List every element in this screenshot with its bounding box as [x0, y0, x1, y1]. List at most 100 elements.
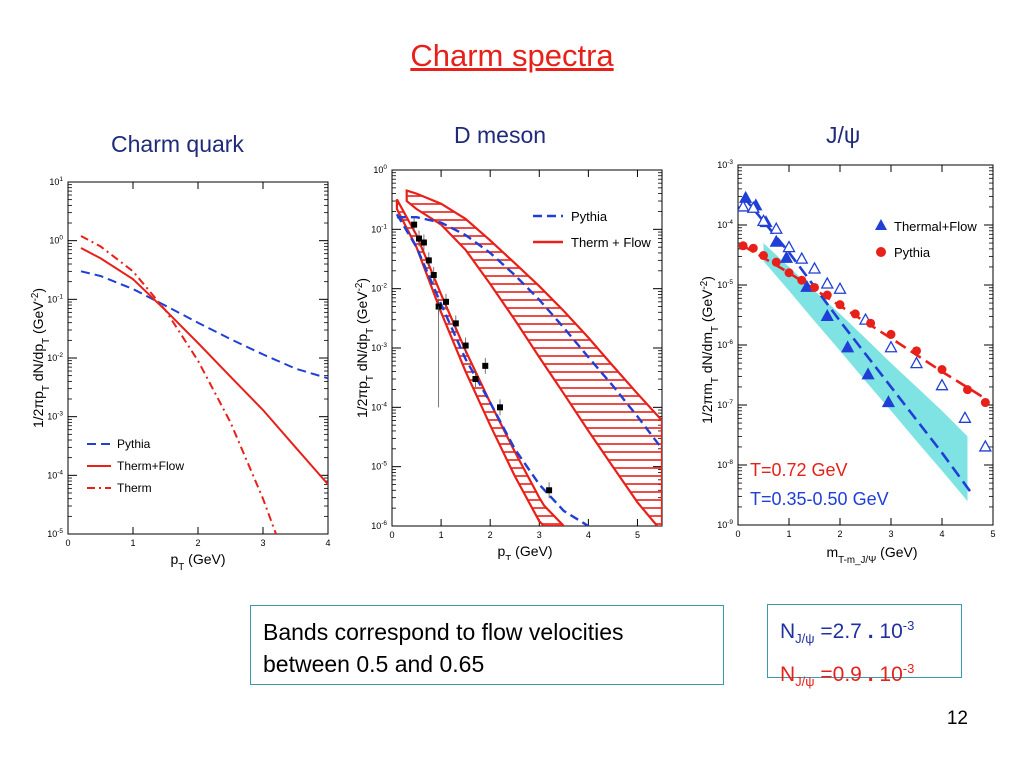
- pythia-point: [937, 365, 947, 375]
- y-tick-label: 10-4: [47, 469, 63, 480]
- data-point: [420, 239, 427, 246]
- panel-title-charm-quark: Charm quark: [111, 131, 244, 157]
- y-tick-label: 10-1: [47, 293, 63, 304]
- x-axis-label: pT (GeV): [497, 543, 552, 560]
- y-tick-label: 101: [49, 176, 63, 187]
- bands-note-box: Bands correspond to flow velocities betw…: [250, 605, 724, 685]
- annotation-t-thermal: T=0.35-0.50 GeV: [750, 489, 889, 509]
- x-tick-label: 1: [130, 538, 135, 548]
- thermal-flow-point: [841, 340, 855, 353]
- legend-marker: [876, 247, 886, 257]
- x-tick-label: 2: [488, 530, 493, 540]
- legend-label: Pythia: [894, 245, 931, 260]
- x-tick-label: 3: [260, 538, 265, 548]
- open-triangle-point: [978, 439, 992, 452]
- plot-area: [80, 235, 328, 534]
- njpsi-box: NJ/ψ =2.7 . 10-3 NJ/ψ =0.9 . 10-3: [767, 604, 962, 689]
- y-tick-label: 100: [373, 164, 387, 175]
- data-point: [416, 235, 422, 242]
- x-tick-label: 5: [635, 530, 640, 540]
- legend-label: Pythia: [571, 209, 608, 224]
- data-point: [443, 298, 449, 305]
- panel-title-jpsi: J/ψ: [826, 122, 861, 148]
- pythia-point: [748, 243, 758, 253]
- y-tick-label: 100: [49, 235, 63, 246]
- pythia-point: [912, 346, 921, 356]
- plot-area: [395, 189, 662, 526]
- series-line-thermflow: [80, 247, 328, 486]
- y-tick-label: 10-1: [371, 223, 387, 234]
- y-tick-label: 10-6: [717, 339, 733, 350]
- chart-charm-quark: 0 1 2 3 4 101 100 10-1 10-2 10-3 10-4 10-5 Pythia The…: [30, 176, 331, 572]
- x-tick-label: 0: [735, 529, 740, 539]
- fit-line: [742, 195, 974, 496]
- pythia-point: [810, 282, 819, 292]
- x-axis-label: pT (GeV): [170, 551, 225, 572]
- thermal-flow-point: [820, 309, 834, 322]
- pythia-point: [771, 257, 781, 267]
- x-tick-label: 4: [325, 538, 330, 548]
- thermal-flow-point: [769, 234, 783, 247]
- open-triangle-point: [738, 199, 750, 212]
- x-tick-label: 1: [786, 529, 791, 539]
- pythia-point: [850, 309, 860, 319]
- thermal-flow-point: [779, 250, 794, 263]
- data-point: [472, 376, 479, 383]
- data-point: [430, 271, 437, 278]
- pythia-point: [759, 251, 768, 261]
- y-tick-label: 10-4: [717, 219, 733, 230]
- pythia-point: [784, 268, 794, 278]
- pythia-point: [866, 318, 876, 328]
- annotation-t-pythia: T=0.72 GeV: [750, 460, 848, 480]
- pythia-point: [822, 290, 832, 300]
- x-tick-label: 4: [939, 529, 944, 539]
- open-triangle-point: [807, 261, 822, 274]
- legend-label: Pythia: [117, 437, 151, 451]
- series-line-pythia: [80, 270, 328, 380]
- open-triangle-point: [884, 340, 898, 353]
- x-tick-label: 0: [389, 530, 394, 540]
- y-tick-label: 10-4: [371, 401, 387, 412]
- thermal-flow-point: [881, 395, 896, 408]
- legend-label: Therm + Flow: [571, 235, 651, 250]
- data-point: [435, 303, 442, 310]
- data-point: [497, 404, 503, 411]
- plot-frame: [67, 181, 329, 535]
- data-point: [482, 362, 489, 369]
- open-triangle-point: [958, 410, 972, 423]
- thermal-flow-point: [739, 190, 753, 203]
- pythia-point: [980, 398, 990, 408]
- panel-title-d-meson: D meson: [454, 122, 547, 148]
- thermal-flow-point: [861, 367, 875, 380]
- open-triangle-point: [795, 251, 809, 264]
- pythia-line: [395, 213, 590, 526]
- y-tick-label: 10-9: [717, 519, 733, 530]
- x-tick-label: 2: [195, 538, 200, 548]
- pythia-point: [835, 300, 845, 310]
- y-tick-label: 10-3: [371, 342, 387, 353]
- y-tick-label: 10-2: [47, 352, 63, 363]
- open-triangle-point: [756, 214, 771, 227]
- plot-area: [738, 190, 992, 502]
- x-tick-label: 4: [586, 530, 591, 540]
- therm-flow-band: [395, 198, 566, 526]
- legend-label: Therm+Flow: [117, 459, 184, 473]
- x-tick-label: 2: [837, 529, 842, 539]
- y-tick-label: 10-3: [717, 159, 733, 170]
- legend-label: Therm: [117, 481, 152, 495]
- njpsi-line-blue: NJ/ψ =2.7 . 10-3: [780, 618, 915, 647]
- open-triangle-point: [820, 276, 834, 289]
- data-point: [462, 342, 469, 349]
- thermal-flow-point: [800, 279, 814, 292]
- slide-title: Charm spectra: [410, 38, 614, 73]
- y-tick-label: 10-6: [371, 520, 387, 531]
- data-point: [546, 487, 553, 494]
- pythia-point: [963, 385, 972, 395]
- y-axis-label: 1/2πpT dN/dpT (GeV-2): [30, 288, 52, 428]
- chart-d-meson: 0 1 2 3 4 5 100 10-1 10-2 10-3 10-4 10-5 10-6 Pythia T…: [354, 164, 663, 560]
- open-triangle-point: [833, 281, 847, 294]
- series-line-therm: [80, 235, 277, 534]
- chart-jpsi: 0 1 2 3 4 5 10-3 10-4 10-5 10-6 10-7 10-8 10-9 Therma…: [699, 159, 996, 566]
- bands-note-text: Bands correspond to flow velocities betw…: [263, 619, 624, 677]
- y-axis-label: 1/2πpT dN/dpT (GeV-2): [354, 278, 376, 418]
